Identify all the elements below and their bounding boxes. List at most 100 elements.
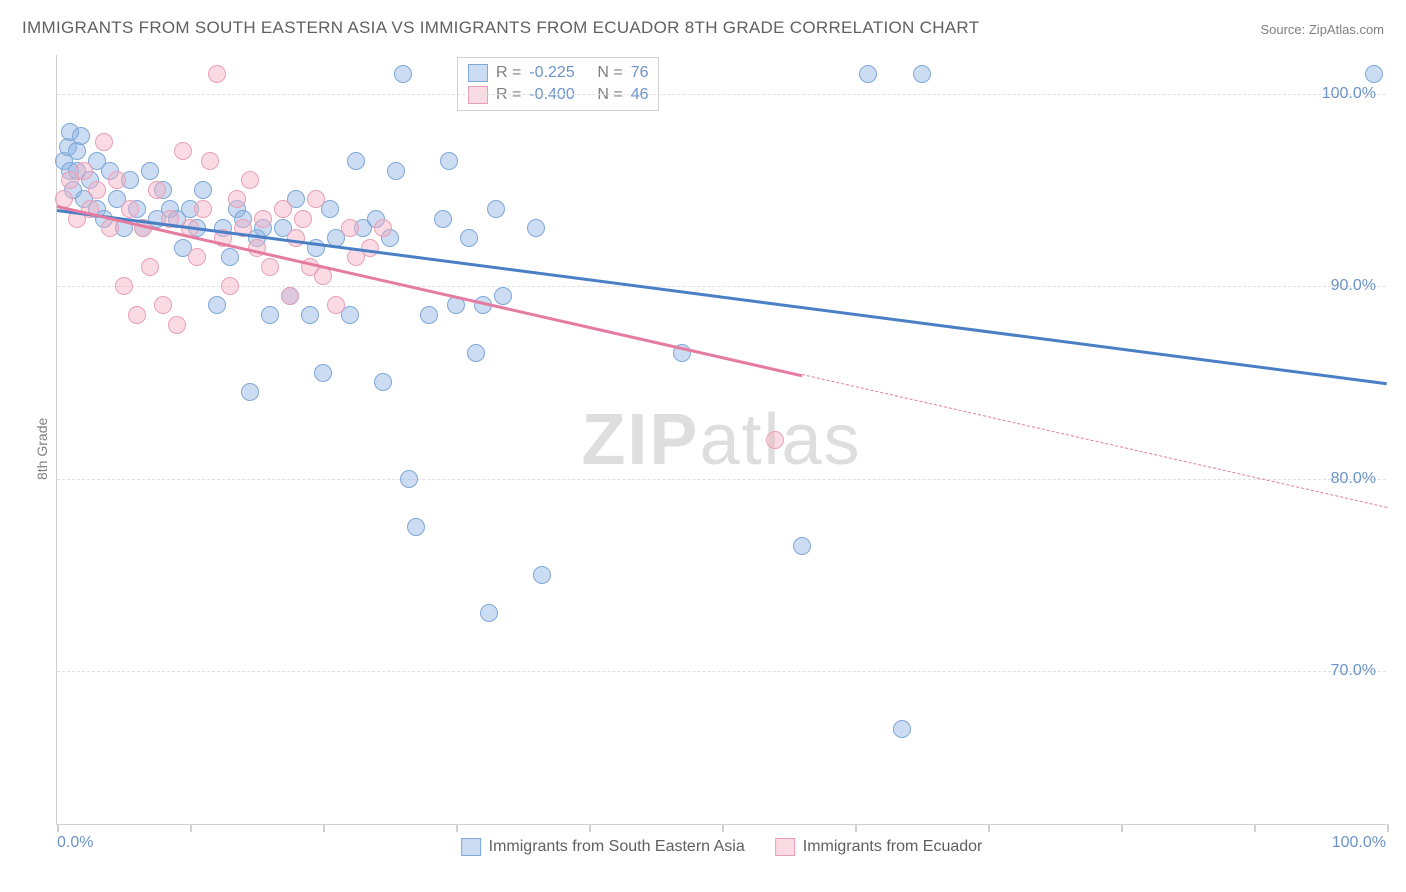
scatter-point bbox=[394, 65, 412, 83]
chart-title: IMMIGRANTS FROM SOUTH EASTERN ASIA VS IM… bbox=[22, 18, 979, 38]
scatter-point bbox=[341, 219, 359, 237]
scatter-point bbox=[101, 219, 119, 237]
x-tick bbox=[855, 824, 857, 832]
legend-swatch bbox=[461, 838, 481, 856]
x-tick bbox=[1121, 824, 1123, 832]
x-tick bbox=[57, 824, 59, 832]
scatter-point bbox=[766, 431, 784, 449]
r-label: R = bbox=[496, 86, 521, 104]
x-tick bbox=[456, 824, 458, 832]
scatter-point bbox=[467, 344, 485, 362]
scatter-point bbox=[361, 239, 379, 257]
y-tick-label: 90.0% bbox=[1331, 277, 1376, 295]
scatter-point bbox=[88, 181, 106, 199]
scatter-point bbox=[148, 181, 166, 199]
legend-swatch bbox=[775, 838, 795, 856]
r-value: -0.225 bbox=[529, 64, 589, 82]
scatter-point bbox=[480, 604, 498, 622]
source-attribution: Source: ZipAtlas.com bbox=[1260, 22, 1384, 37]
x-axis-max-label: 100.0% bbox=[1332, 834, 1386, 852]
scatter-point bbox=[327, 296, 345, 314]
scatter-point bbox=[487, 200, 505, 218]
scatter-point bbox=[115, 277, 133, 295]
r-label: R = bbox=[496, 64, 521, 82]
n-label: N = bbox=[597, 64, 622, 82]
n-label: N = bbox=[597, 86, 622, 104]
scatter-point bbox=[1365, 65, 1383, 83]
scatter-point bbox=[281, 287, 299, 305]
scatter-point bbox=[141, 258, 159, 276]
scatter-point bbox=[307, 190, 325, 208]
legend-stats-row: R =-0.400N =46 bbox=[468, 84, 648, 106]
scatter-point bbox=[68, 142, 86, 160]
x-tick bbox=[988, 824, 990, 832]
scatter-point bbox=[121, 200, 139, 218]
scatter-point bbox=[527, 219, 545, 237]
r-value: -0.400 bbox=[529, 86, 589, 104]
scatter-point bbox=[347, 152, 365, 170]
scatter-point bbox=[400, 470, 418, 488]
gridline-horizontal bbox=[57, 286, 1386, 287]
scatter-point bbox=[440, 152, 458, 170]
scatter-point bbox=[314, 364, 332, 382]
legend-swatch bbox=[468, 86, 488, 104]
scatter-point bbox=[194, 181, 212, 199]
scatter-point bbox=[407, 518, 425, 536]
scatter-point bbox=[194, 200, 212, 218]
scatter-point bbox=[95, 133, 113, 151]
scatter-point bbox=[254, 210, 272, 228]
watermark: ZIPatlas bbox=[581, 399, 861, 481]
scatter-point bbox=[314, 267, 332, 285]
y-tick-label: 70.0% bbox=[1331, 662, 1376, 680]
scatter-point bbox=[494, 287, 512, 305]
scatter-point bbox=[287, 229, 305, 247]
scatter-point bbox=[61, 123, 79, 141]
x-tick bbox=[190, 824, 192, 832]
y-tick-label: 80.0% bbox=[1331, 470, 1376, 488]
scatter-point bbox=[387, 162, 405, 180]
legend-swatch bbox=[468, 64, 488, 82]
trend-line bbox=[802, 374, 1387, 508]
legend-stats-row: R = -0.225 N = 76 bbox=[468, 62, 648, 84]
scatter-point bbox=[374, 373, 392, 391]
scatter-point bbox=[141, 162, 159, 180]
n-value: 76 bbox=[631, 64, 649, 82]
y-tick-label: 100.0% bbox=[1322, 85, 1376, 103]
scatter-point bbox=[154, 296, 172, 314]
scatter-point bbox=[420, 306, 438, 324]
legend-series-item: Immigrants from South Eastern Asia bbox=[461, 838, 745, 856]
scatter-point bbox=[201, 152, 219, 170]
scatter-point bbox=[108, 171, 126, 189]
scatter-point bbox=[228, 190, 246, 208]
x-tick bbox=[589, 824, 591, 832]
y-axis-label: 8th Grade bbox=[34, 418, 50, 480]
legend-series-item: Immigrants from Ecuador bbox=[775, 838, 983, 856]
gridline-horizontal bbox=[57, 94, 1386, 95]
scatter-point bbox=[168, 316, 186, 334]
scatter-point bbox=[533, 566, 551, 584]
scatter-point bbox=[434, 210, 452, 228]
scatter-point bbox=[174, 142, 192, 160]
legend-series-label: Immigrants from Ecuador bbox=[803, 838, 983, 856]
scatter-point bbox=[893, 720, 911, 738]
x-tick bbox=[1387, 824, 1389, 832]
scatter-point bbox=[241, 383, 259, 401]
scatter-point bbox=[793, 537, 811, 555]
correlation-legend: R =-0.225N =76R =-0.400N =46 bbox=[457, 57, 659, 111]
scatter-point bbox=[221, 277, 239, 295]
scatter-point bbox=[374, 219, 392, 237]
scatter-point bbox=[128, 306, 146, 324]
scatter-point bbox=[221, 248, 239, 266]
scatter-point bbox=[241, 171, 259, 189]
scatter-point bbox=[75, 162, 93, 180]
chart-plot-area: ZIPatlas R =-0.225N =76R =-0.400N =46 Im… bbox=[56, 55, 1386, 825]
scatter-point bbox=[460, 229, 478, 247]
scatter-point bbox=[188, 248, 206, 266]
x-axis-min-label: 0.0% bbox=[57, 834, 93, 852]
legend-series-label: Immigrants from South Eastern Asia bbox=[489, 838, 745, 856]
scatter-point bbox=[859, 65, 877, 83]
scatter-point bbox=[261, 258, 279, 276]
scatter-point bbox=[208, 65, 226, 83]
scatter-point bbox=[261, 306, 279, 324]
series-legend: Immigrants from South Eastern Asia Immigr… bbox=[461, 838, 983, 856]
